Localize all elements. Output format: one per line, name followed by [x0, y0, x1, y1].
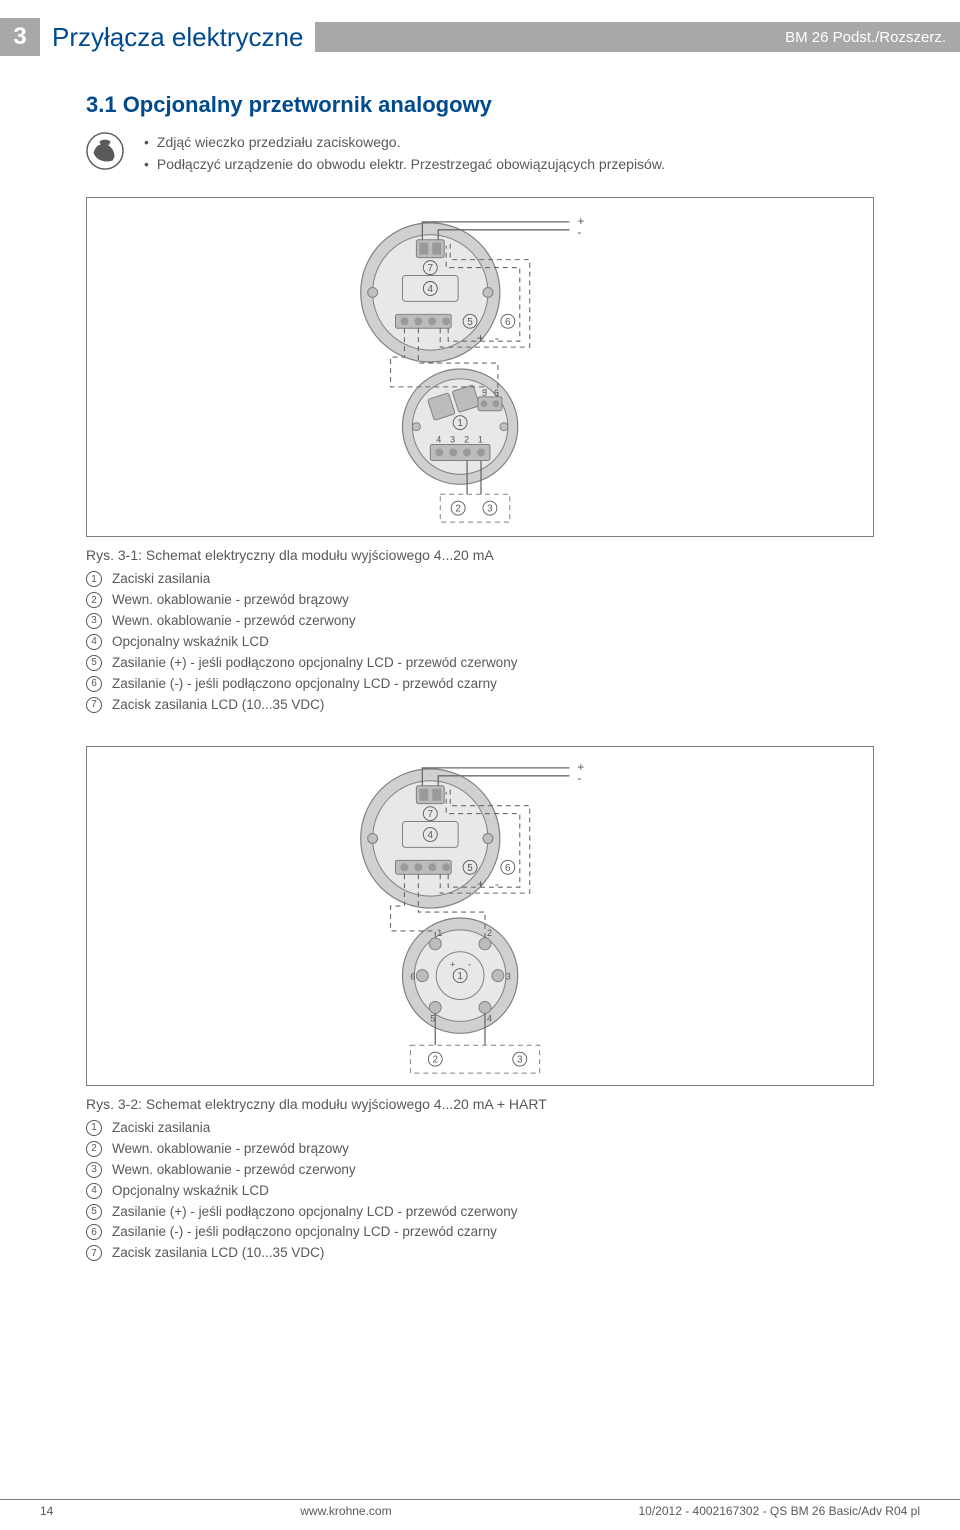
footer-url: www.krohne.com: [300, 1504, 391, 1518]
figure-2-caption: Rys. 3-2: Schemat elektryczny dla modułu…: [86, 1096, 874, 1112]
bullet-item: Zdjąć wieczko przedziału zaciskowego.: [144, 132, 665, 154]
callout-2b: 2: [432, 1054, 438, 1065]
term-a-1: 1: [478, 435, 483, 445]
term-a-3: 3: [450, 435, 455, 445]
term-c-5: 5: [430, 1013, 435, 1023]
chapter-title: Przyłącza elektryczne: [40, 18, 315, 56]
instruction-list: Zdjąć wieczko przedziału zaciskowego. Po…: [144, 132, 665, 175]
callout-7: 7: [428, 263, 434, 274]
callout-3b: 3: [517, 1054, 523, 1065]
legend-item: 7Zacisk zasilania LCD (10...35 VDC): [86, 1243, 874, 1264]
legend-item: 5Zasilanie (+) - jeśli podłączono opcjon…: [86, 1202, 874, 1223]
figure-1-legend: 1Zaciski zasilania 2Wewn. okablowanie - …: [86, 569, 874, 715]
callout-5b: 5: [467, 863, 473, 874]
callout-7b: 7: [428, 809, 434, 820]
legend-item: 1Zaciski zasilania: [86, 569, 874, 590]
puck-minus: -: [468, 960, 471, 970]
term-a-4: 4: [436, 435, 441, 445]
plus-label-b2: +: [477, 877, 484, 891]
legend-item: 1Zaciski zasilania: [86, 1118, 874, 1139]
legend-item: 4Opcjonalny wskaźnik LCD: [86, 1181, 874, 1202]
page-number: 14: [40, 1504, 53, 1518]
figure-2-diagram: 7 4 5 6 + - + -: [86, 746, 874, 1086]
term-c-4: 4: [487, 1013, 492, 1023]
legend-item: 4Opcjonalny wskaźnik LCD: [86, 632, 874, 653]
term-c-2: 2: [487, 928, 492, 938]
callout-6: 6: [505, 317, 511, 328]
term-c-6: 6: [410, 971, 415, 981]
footer-ref: 10/2012 - 4002167302 - QS BM 26 Basic/Ad…: [638, 1504, 920, 1518]
term-c-3: 3: [506, 971, 511, 981]
minus-label-b2: -: [495, 877, 499, 891]
section-title: 3.1 Opcjonalny przetwornik analogowy: [86, 92, 874, 118]
callout-1: 1: [457, 419, 463, 430]
minus-label-b: -: [577, 771, 581, 785]
legend-item: 3Wewn. okablowanie - przewód czerwony: [86, 611, 874, 632]
plus-label-2: +: [477, 332, 484, 346]
legend-item: 6Zasilanie (-) - jeśli podłączono opcjon…: [86, 674, 874, 695]
callout-6b: 6: [505, 863, 511, 874]
figure-2-legend: 1Zaciski zasilania 2Wewn. okablowanie - …: [86, 1118, 874, 1264]
minus-label: -: [577, 225, 581, 239]
callout-2: 2: [455, 504, 461, 515]
figure-1-diagram: 7 4 5 6 + - + -: [86, 197, 874, 537]
term-a-2: 2: [464, 435, 469, 445]
page-header: 3 Przyłącza elektryczne BM 26 Podst./Roz…: [0, 18, 960, 56]
chapter-number: 3: [0, 18, 40, 56]
legend-item: 5Zasilanie (+) - jeśli podłączono opcjon…: [86, 653, 874, 674]
minus-label-2: -: [495, 332, 499, 346]
instruction-block: Zdjąć wieczko przedziału zaciskowego. Po…: [86, 132, 874, 175]
callout-3: 3: [487, 504, 493, 515]
puck-plus: +: [450, 960, 455, 970]
legend-item: 2Wewn. okablowanie - przewód brązowy: [86, 590, 874, 611]
figure-1-caption: Rys. 3-1: Schemat elektryczny dla modułu…: [86, 547, 874, 563]
callout-4b: 4: [428, 830, 434, 841]
callout-5: 5: [467, 317, 473, 328]
doc-label: BM 26 Podst./Rozszerz.: [315, 22, 960, 52]
legend-item: 6Zasilanie (-) - jeśli podłączono opcjon…: [86, 1222, 874, 1243]
callout-1b: 1: [457, 971, 463, 982]
term-c-1: 1: [437, 928, 442, 938]
legend-item: 2Wewn. okablowanie - przewód brązowy: [86, 1139, 874, 1160]
page-content: 3.1 Opcjonalny przetwornik analogowy Zdj…: [0, 56, 960, 1264]
hand-icon: [86, 132, 124, 170]
bullet-item: Podłączyć urządzenie do obwodu elektr. P…: [144, 154, 665, 176]
callout-4: 4: [428, 284, 434, 295]
legend-item: 3Wewn. okablowanie - przewód czerwony: [86, 1160, 874, 1181]
page-footer: 14 www.krohne.com 10/2012 - 4002167302 -…: [0, 1499, 960, 1518]
legend-item: 7Zacisk zasilania LCD (10...35 VDC): [86, 695, 874, 716]
